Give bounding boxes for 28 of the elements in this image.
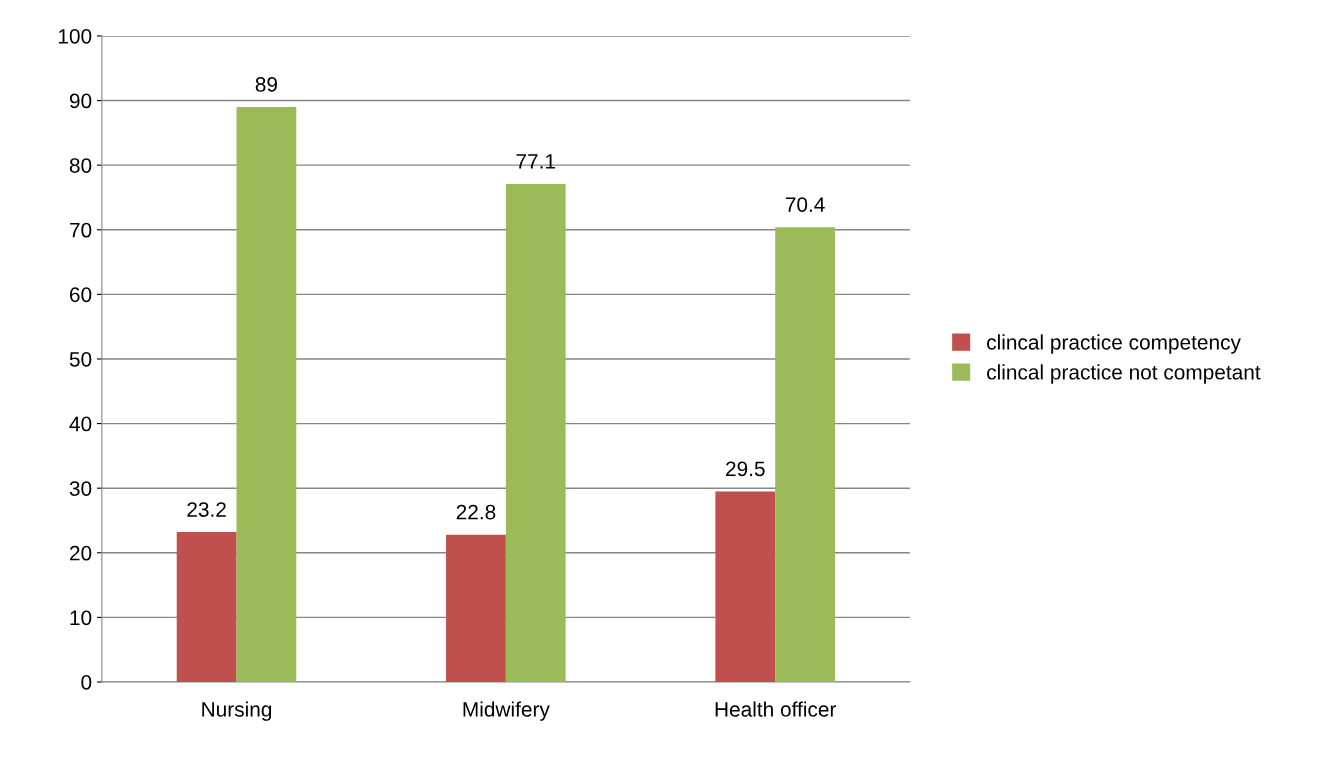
y-tick-label: 70 bbox=[70, 222, 92, 238]
legend-label: clincal practice competency bbox=[987, 334, 1241, 354]
bar bbox=[446, 534, 506, 682]
y-tick-label: 10 bbox=[70, 610, 92, 626]
y-tick-label: 40 bbox=[69, 416, 92, 432]
x-tick-label: Health officer bbox=[715, 701, 837, 717]
data-label: 29.5 bbox=[726, 461, 765, 477]
bar bbox=[236, 107, 297, 682]
data-label: 22.8 bbox=[456, 504, 496, 520]
y-tick-label: 100 bbox=[58, 28, 92, 44]
y-tick-label: 50 bbox=[69, 351, 92, 367]
data-label: 70.4 bbox=[785, 197, 825, 212]
bar bbox=[176, 532, 237, 682]
y-tick-label: 30 bbox=[69, 481, 92, 496]
data-label: 23.2 bbox=[187, 502, 226, 517]
y-tick-label: 60 bbox=[70, 287, 92, 303]
y-tick-label: 90 bbox=[69, 93, 92, 109]
y-tick-label: 80 bbox=[69, 158, 92, 173]
data-label: 89 bbox=[255, 77, 278, 92]
y-tick-label: 0 bbox=[81, 675, 92, 690]
y-tick-label: 20 bbox=[70, 545, 92, 561]
bar bbox=[505, 183, 566, 682]
data-label: 77.1 bbox=[516, 154, 556, 169]
bar bbox=[775, 227, 835, 682]
bar bbox=[715, 491, 776, 682]
x-tick-label: Midwifery bbox=[463, 701, 550, 721]
x-tick-label: Nursing bbox=[202, 701, 272, 721]
legend-label: clincal practice not competant bbox=[987, 364, 1261, 384]
